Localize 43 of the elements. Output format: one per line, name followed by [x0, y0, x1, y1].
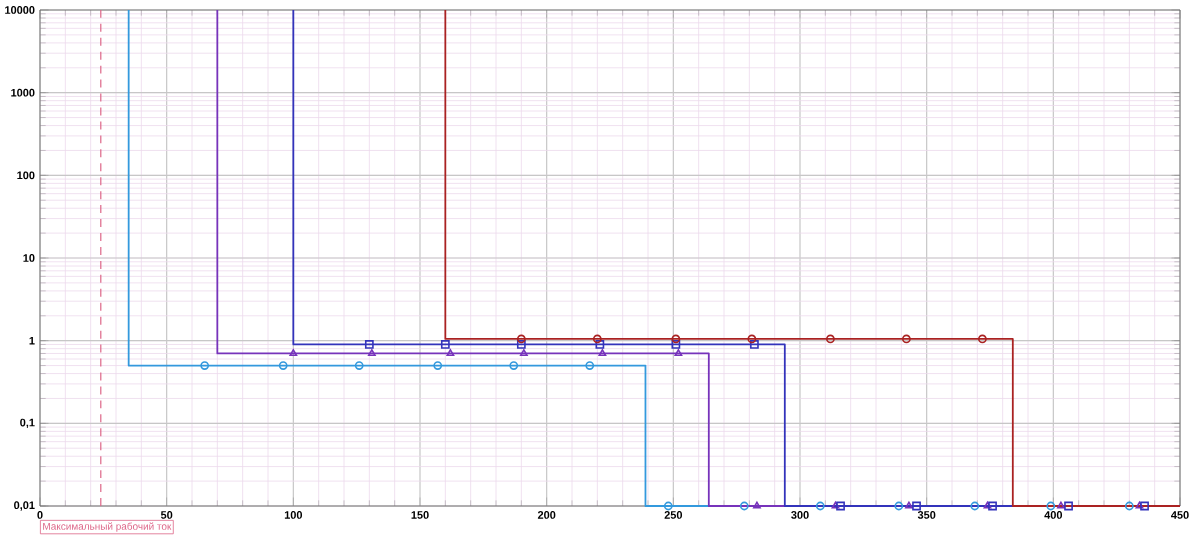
point	[983, 501, 992, 509]
point	[440, 340, 450, 349]
point	[671, 340, 681, 349]
point	[978, 334, 987, 344]
point	[592, 334, 602, 344]
point	[753, 501, 761, 509]
point	[815, 501, 825, 511]
point	[902, 334, 911, 344]
point	[970, 501, 980, 511]
point	[1057, 501, 1065, 509]
point	[1064, 501, 1073, 511]
point	[1046, 501, 1056, 511]
point	[988, 501, 997, 511]
point	[674, 349, 683, 357]
point	[585, 361, 595, 370]
point	[1140, 501, 1149, 511]
point	[367, 349, 376, 357]
point	[750, 340, 759, 349]
point	[509, 361, 519, 370]
point	[831, 501, 840, 509]
point	[446, 349, 455, 357]
point	[912, 501, 921, 511]
point	[739, 501, 749, 511]
point	[747, 334, 757, 344]
point	[595, 340, 605, 349]
point	[289, 349, 298, 357]
point	[598, 349, 607, 357]
point	[905, 501, 913, 509]
point	[354, 361, 364, 370]
point	[516, 334, 526, 344]
point	[200, 361, 210, 370]
point	[516, 340, 526, 349]
point	[671, 334, 681, 344]
point	[663, 501, 673, 511]
point	[433, 361, 443, 370]
point	[826, 334, 835, 344]
point	[278, 361, 288, 370]
point	[364, 340, 374, 349]
point	[836, 501, 845, 511]
point	[519, 349, 528, 357]
point	[1124, 501, 1134, 511]
point	[1135, 501, 1144, 509]
point	[894, 501, 904, 511]
